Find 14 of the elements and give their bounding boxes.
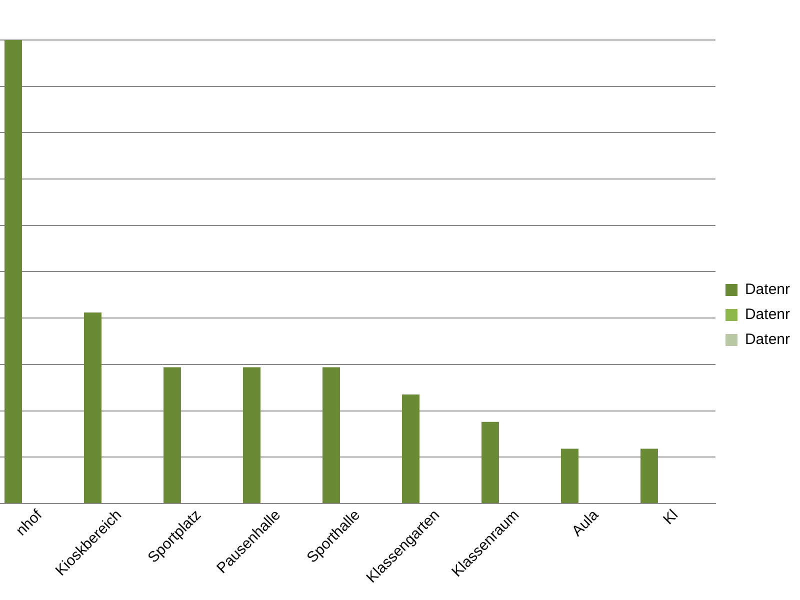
legend-label: Datenr (744, 281, 790, 298)
legend-label: Datenr (744, 306, 790, 324)
x-tick-label: Aula (568, 506, 602, 540)
bar (402, 394, 420, 503)
bar (481, 422, 499, 503)
legend-label: Datenr (744, 331, 790, 348)
bar (243, 367, 260, 503)
bar (322, 367, 340, 503)
bar (4, 40, 22, 503)
bar (640, 448, 658, 503)
bar (164, 367, 181, 503)
bar (560, 448, 578, 503)
x-tick-label: Kl (660, 506, 682, 528)
bar (84, 312, 102, 503)
